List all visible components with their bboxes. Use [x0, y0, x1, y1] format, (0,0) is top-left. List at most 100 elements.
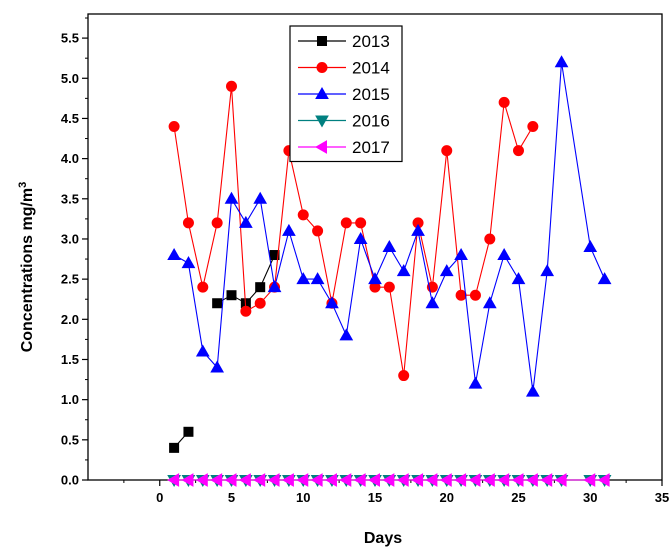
legend-label-2016: 2016: [352, 112, 390, 131]
y-tick-label: 0.0: [61, 473, 79, 488]
data-point-2017: [554, 473, 567, 487]
data-point-2014: [355, 217, 367, 229]
data-point-2013: [183, 426, 194, 437]
y-axis-title: Concentrations mg/m3: [17, 182, 36, 353]
data-point-2014: [168, 120, 180, 132]
data-point-2017: [324, 473, 337, 487]
series-2015: [167, 55, 612, 397]
data-point-2015: [482, 296, 497, 309]
data-point-2013: [255, 282, 266, 293]
data-point-2017: [511, 473, 524, 487]
data-point-2017: [468, 473, 481, 487]
legend-marker-2015: [315, 86, 329, 99]
data-point-2014: [226, 80, 237, 92]
x-tick-label: 15: [368, 490, 382, 505]
series-layer: [167, 55, 612, 488]
y-tick-label: 2.0: [61, 312, 79, 327]
data-point-2015: [181, 256, 196, 269]
data-point-2015: [325, 296, 339, 309]
data-point-2013: [269, 250, 280, 261]
data-point-2013: [226, 290, 237, 301]
data-point-2017: [482, 473, 495, 487]
data-point-2017: [411, 473, 424, 487]
legend-marker-2013: [317, 36, 327, 46]
data-point-2015: [439, 264, 454, 277]
data-point-2015: [540, 264, 555, 277]
data-point-2015: [267, 280, 282, 293]
data-point-2015: [525, 384, 540, 397]
data-point-2015: [210, 360, 225, 373]
data-point-2015: [411, 223, 425, 236]
data-point-2017: [367, 473, 380, 487]
data-point-2015: [224, 191, 239, 204]
data-point-2014: [498, 96, 510, 108]
data-point-2017: [281, 473, 294, 487]
data-point-2015: [425, 296, 440, 309]
data-point-2017: [167, 473, 180, 487]
series-line-2015: [173, 62, 606, 392]
data-point-2017: [396, 473, 409, 487]
data-point-2015: [497, 248, 512, 261]
data-point-2015: [310, 272, 325, 285]
data-point-2015: [554, 55, 569, 68]
data-point-2017: [540, 473, 553, 487]
x-tick-label: 5: [228, 490, 235, 505]
data-point-2017: [310, 473, 323, 487]
series-2014: [168, 80, 539, 382]
data-point-2017: [253, 473, 266, 487]
data-point-2017: [181, 473, 194, 487]
data-point-2014: [441, 145, 453, 157]
data-point-2017: [454, 473, 467, 487]
data-point-2014: [211, 217, 223, 229]
legend-label-2017: 2017: [352, 138, 390, 157]
data-point-2013: [169, 442, 180, 453]
legend-marker-2016: [315, 115, 329, 128]
y-axis-title-text: Concentrations mg/m: [19, 188, 36, 352]
data-point-2015: [238, 215, 253, 228]
data-point-2015: [167, 248, 181, 261]
data-point-2017: [224, 473, 237, 487]
data-point-2014: [484, 233, 496, 245]
data-point-2015: [454, 248, 468, 261]
data-point-2013: [212, 298, 223, 309]
data-point-2014: [197, 281, 209, 293]
y-tick-label: 1.0: [61, 392, 79, 407]
data-point-2015: [296, 272, 311, 285]
legend-label-2013: 2013: [352, 32, 390, 51]
y-tick-label: 3.5: [61, 191, 79, 206]
x-tick-label: 10: [296, 490, 310, 505]
data-point-2014: [383, 281, 395, 293]
y-tick-label: 3.0: [61, 231, 79, 246]
data-point-2015: [396, 264, 411, 277]
data-point-2017: [439, 473, 452, 487]
data-point-2017: [353, 473, 366, 487]
data-point-2014: [297, 209, 309, 221]
data-point-2015: [597, 272, 612, 285]
data-point-2017: [497, 473, 510, 487]
legend: 2013 2014 2015 2016 2017: [289, 25, 403, 163]
data-point-2014: [312, 225, 324, 237]
legend-label-2015: 2015: [352, 85, 390, 104]
data-point-2017: [382, 473, 395, 487]
x-tick-label: 35: [655, 490, 669, 505]
data-point-2015: [468, 376, 483, 389]
y-tick-label: 5.5: [61, 31, 79, 46]
data-point-2017: [267, 473, 280, 487]
data-point-2014: [340, 217, 352, 229]
data-point-2017: [425, 473, 438, 487]
data-point-2014: [455, 289, 467, 301]
legend-label-2014: 2014: [352, 59, 390, 78]
x-axis-title: Days: [364, 530, 402, 547]
data-point-2017: [210, 473, 223, 487]
data-point-2015: [282, 223, 296, 236]
y-tick-label: 1.5: [61, 352, 79, 367]
y-axis-title-superscript: 3: [17, 182, 29, 188]
data-point-2017: [238, 473, 251, 487]
data-point-2017: [195, 473, 208, 487]
x-tick-label: 20: [440, 490, 454, 505]
data-point-2015: [195, 344, 210, 357]
data-point-2014: [240, 305, 252, 317]
data-point-2017: [597, 473, 610, 487]
